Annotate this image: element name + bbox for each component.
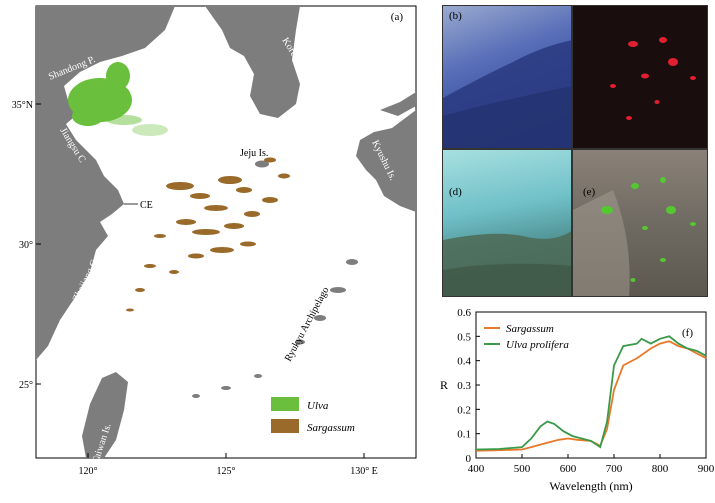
korea-peninsula [205,6,300,118]
y-axis-label: R [440,378,448,392]
legend-label-0: Sargassum [506,323,554,335]
x-tick-label: 800 [652,463,669,475]
taiwan-island [82,372,128,458]
y-tick-label: 0.2 [457,404,471,416]
x-tick-label: 600 [560,463,577,475]
x-tick-label: 500 [514,463,531,475]
lon-tick-120: 120° [79,466,98,477]
spectrum-svg: 0 0.1 0.2 0.3 0.4 0.5 0.6 400 500 600 700 800 900 S… [440,307,715,493]
series-lines [475,335,707,452]
lat-tick-35: 35°N [12,100,33,111]
chart-panel-label: (f) [682,327,693,339]
y-tick-label: 0.5 [457,331,471,343]
lon-tick-125: 125° [217,466,236,477]
series-line-0 [475,340,707,452]
photo-c [572,5,708,149]
y-tick-label: 0.4 [457,356,471,368]
sargassum-bloom [126,157,290,312]
legend-sargassum-label: Sargassum [307,422,355,434]
y-tick-label: 0.3 [457,380,471,392]
map-panel-label: (a) [391,11,404,23]
photo-d: (d) [442,149,572,297]
lon-tick-130: 130° E [350,466,378,477]
lat-ticks: 35°N 30° 25° [12,100,41,391]
legend-ulva-label: Ulva [307,400,329,412]
chart-legend: Sargassum Ulva prolifera [484,323,569,351]
photo-b-art [443,40,571,148]
x-ticks: 400 500 600 700 800 900 [468,454,715,475]
lat-tick-25: 25° [19,380,33,391]
photo-c-art [610,37,696,120]
y-tick-label: 0 [466,453,472,465]
y-tick-label: 0.1 [457,429,471,441]
ryukyu-islands [192,259,358,398]
spectrum-chart: 0 0.1 0.2 0.3 0.4 0.5 0.6 400 500 600 700 800 900 S… [430,300,715,498]
y-tick-label: 0.6 [457,307,471,319]
x-axis-label: Wavelength (nm) [549,479,632,493]
lon-ticks: 120° 125° 130° E [79,453,378,477]
legend-sargassum-swatch [271,419,299,433]
photo-d-label: (d) [449,186,462,198]
series-line-1 [475,335,707,451]
photo-e-art [573,177,696,296]
x-tick-label: 900 [698,463,715,475]
label-jeju: Jeju Is. [240,148,268,159]
kyushu-island [356,110,416,212]
x-tick-label: 700 [606,463,623,475]
photo-b: (b) [442,5,572,149]
photo-d-art [443,231,571,296]
legend-ulva-swatch [271,397,299,411]
ulva-bloom [68,62,168,136]
jeju-island [255,160,269,168]
map-svg: Ulva Sargassum (a) Shandong P. Korea P J… [12,5,417,477]
photo-e: (e) [572,149,708,297]
photo-b-label: (b) [449,10,462,22]
map-panel: Ulva Sargassum (a) Shandong P. Korea P J… [12,5,417,477]
china-mainland [36,6,175,360]
label-ce: CE [140,200,153,211]
photo-e-label: (e) [583,186,596,198]
y-ticks: 0 0.1 0.2 0.3 0.4 0.5 0.6 [457,307,480,465]
honshu-edge [380,92,416,116]
lat-tick-30: 30° [19,240,33,251]
legend-label-1: Ulva prolifera [506,339,569,351]
x-tick-label: 400 [468,463,485,475]
